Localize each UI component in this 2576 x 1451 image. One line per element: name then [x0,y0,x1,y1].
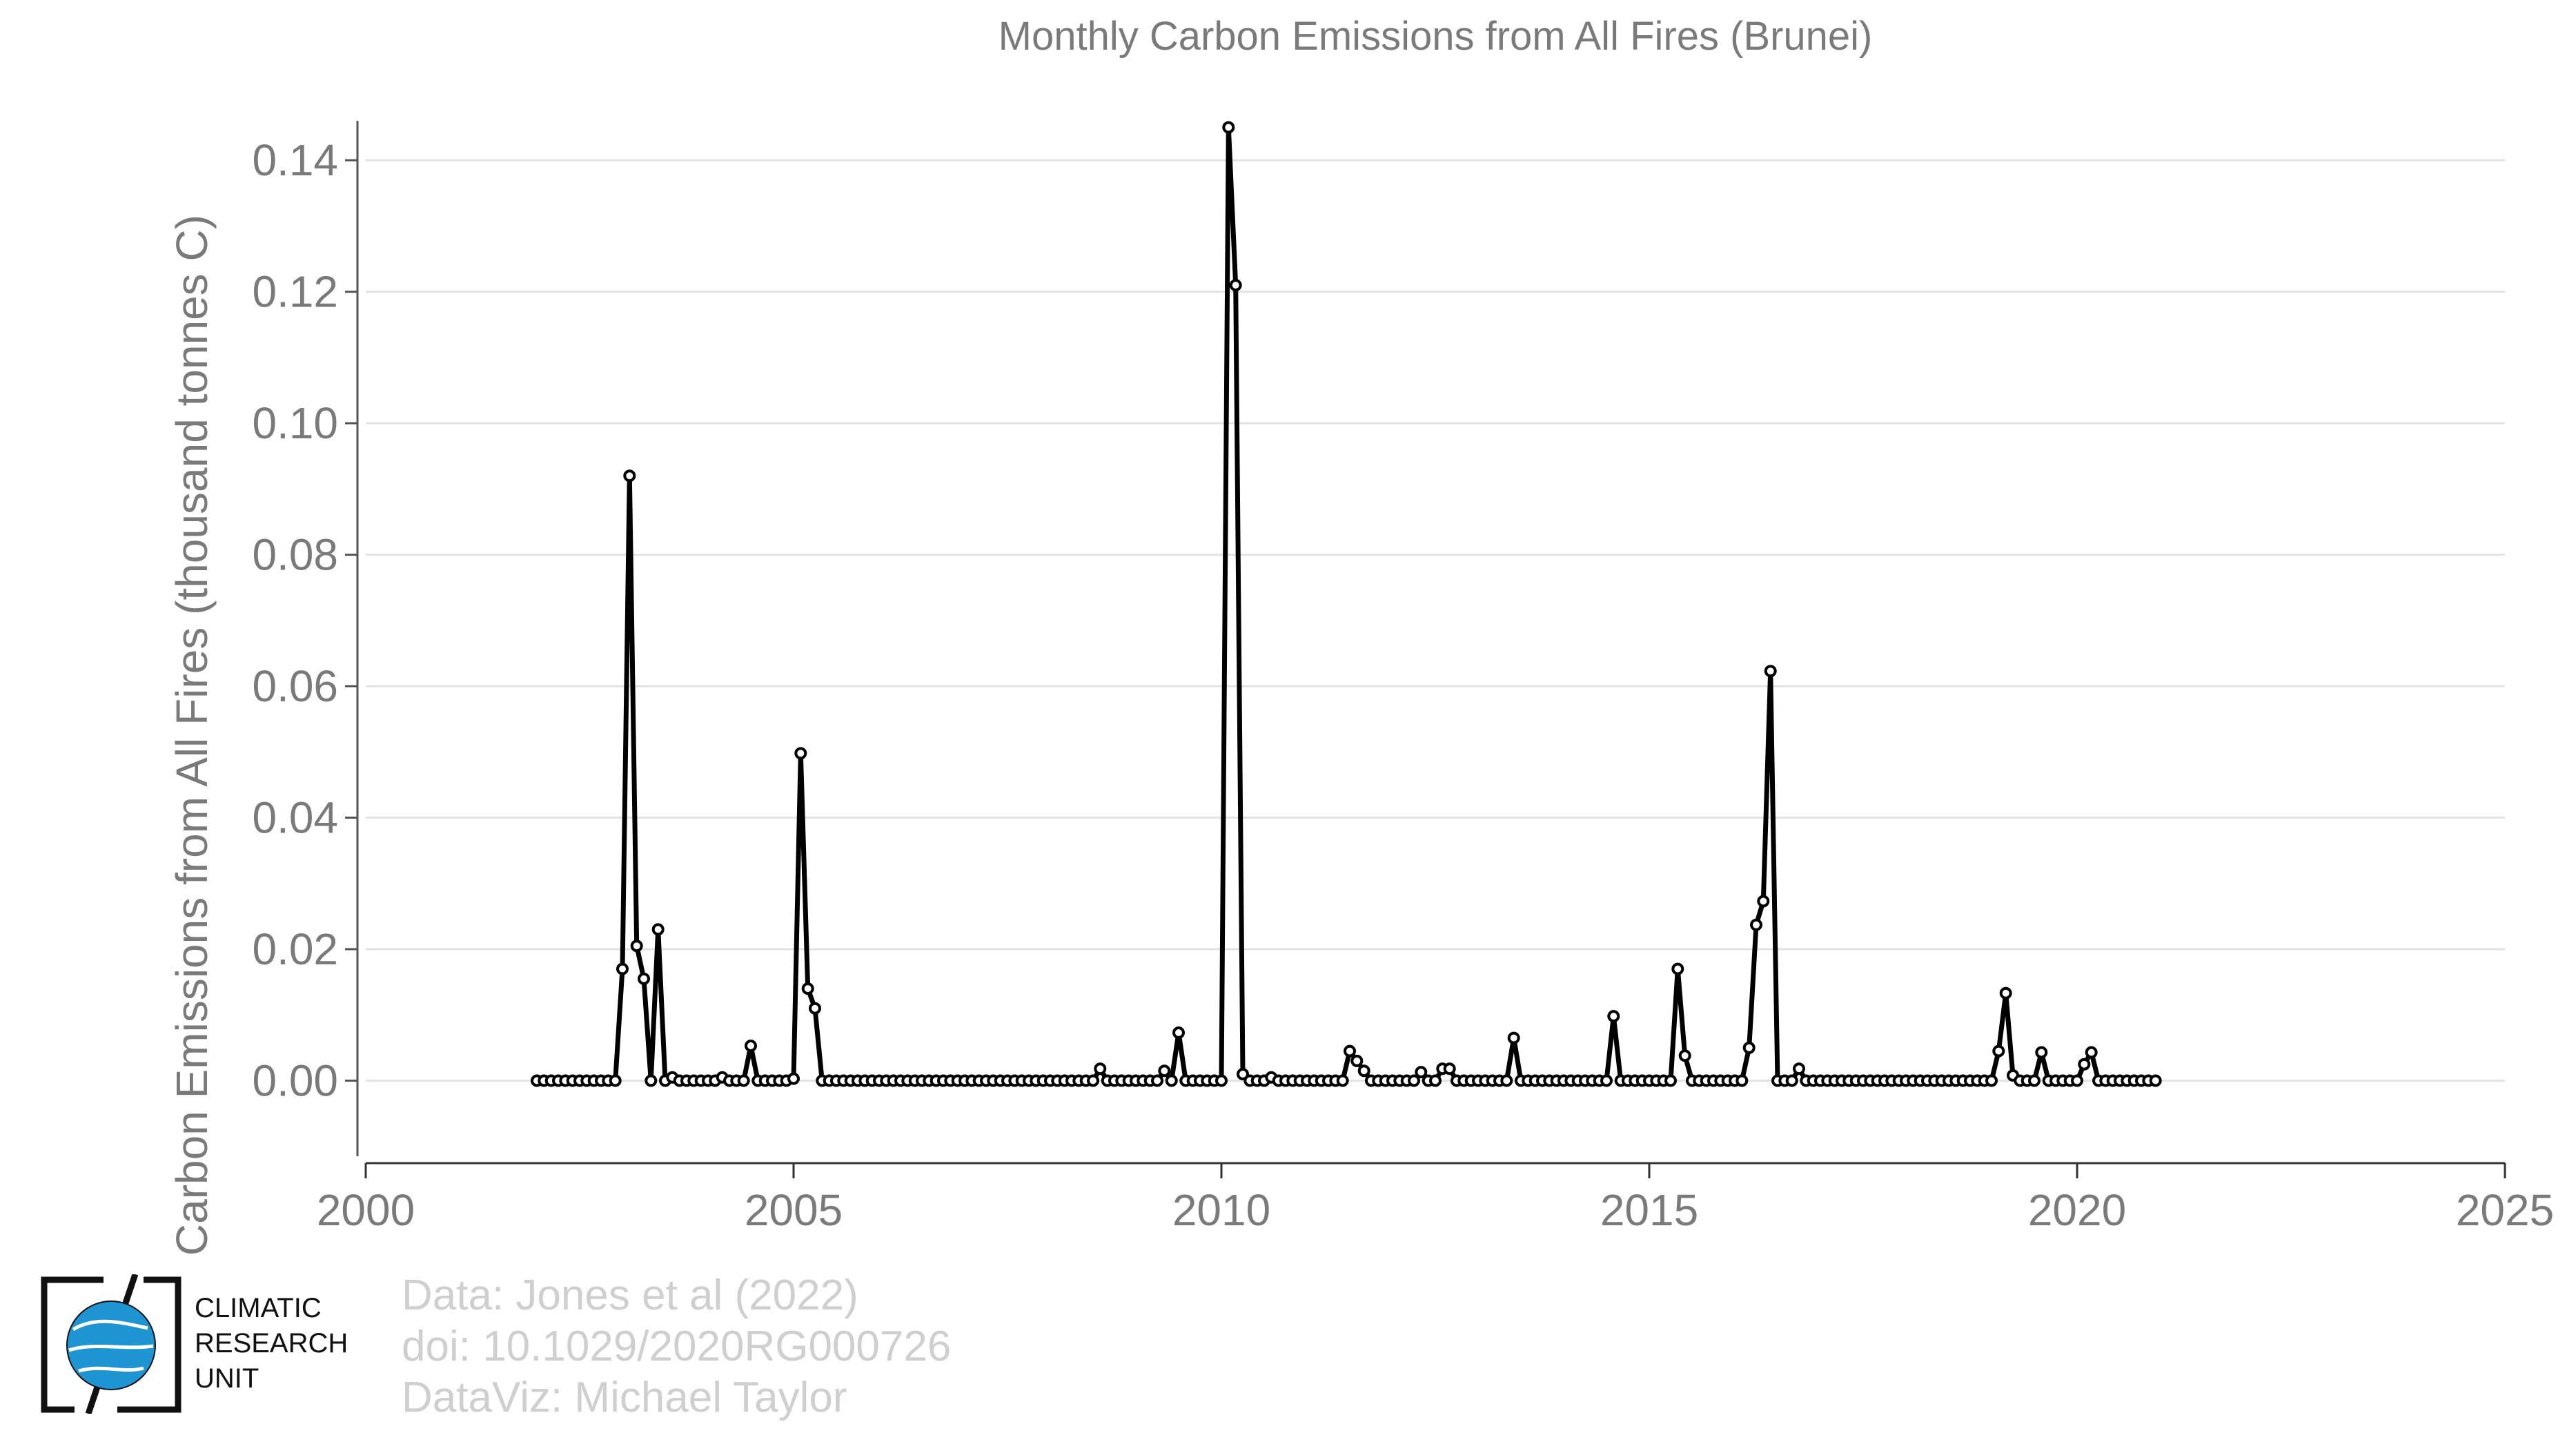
data-point [745,1040,757,1052]
x-axis: 2000 2005 2010 2015 2020 2025 [317,1162,2554,1235]
data-point [1742,1041,1756,1054]
data-point [787,1072,800,1085]
data-point [638,972,650,985]
cru-logo [40,1273,182,1415]
data-credits: Data: Jones et al (2022) doi: 10.1029/20… [402,1270,951,1423]
data-point [609,1074,622,1087]
data-point [630,939,643,953]
data-point [1172,1026,1185,1039]
data-point [1664,1074,1677,1087]
gridlines [366,159,2505,1082]
data-point [2028,1074,2041,1087]
data-point [2035,1046,2048,1059]
data-point [737,1074,750,1087]
data-point [1415,1066,1428,1079]
x-tick-label: 2015 [1600,1185,1698,1235]
data-point [623,469,636,483]
credit-doi: doi: 10.1029/2020RG000726 [402,1323,952,1370]
data-point [1151,1074,1163,1087]
x-tick-label: 2020 [2028,1185,2126,1235]
y-axis-ticks: 0.00 0.02 0.04 0.06 0.08 0.10 0.12 0.14 [252,121,359,1156]
data-point [1600,1074,1613,1087]
y-tick-label: 0.12 [252,267,338,317]
data-point [1500,1074,1513,1087]
data-point [801,982,814,995]
data-point [1750,918,1762,931]
data-point [1985,1074,1998,1087]
data-point [1429,1074,1442,1087]
data-point [1992,1044,2005,1058]
data-point [1336,1074,1349,1087]
data-point [1736,1074,1749,1087]
data-point [1757,895,1770,908]
x-tick-label: 2025 [2456,1185,2554,1235]
y-tick-label: 0.02 [252,924,338,974]
data-point [2149,1074,2162,1087]
data-point [1237,1068,1249,1080]
y-tick-label: 0.04 [252,793,338,843]
data-point [2078,1058,2091,1071]
data-point [1158,1064,1171,1078]
data-point [1087,1074,1099,1087]
data-point [1229,279,1242,292]
data-point [1344,1044,1356,1058]
y-axis-label: Carbon Emissions from All Fires (thousan… [167,215,217,1256]
data-point [1357,1064,1370,1078]
data-point [1785,1074,1798,1087]
data-point [1671,962,1684,975]
credit-data-source: Data: Jones et al (2022) [402,1272,858,1319]
data-point [1764,665,1777,678]
data-point [645,1074,658,1087]
data-point [1999,986,2012,1000]
data-point [1350,1054,1364,1067]
data-point [1607,1010,1620,1023]
data-point [1443,1062,1456,1075]
data-point [1215,1074,1228,1087]
credit-dataviz: DataViz: Michael Taylor [402,1374,847,1421]
data-point [1222,121,1235,134]
data-point [1793,1062,1805,1075]
logo-line-3: UNIT [195,1363,259,1394]
x-tick-label: 2005 [745,1185,843,1235]
y-tick-label: 0.08 [252,530,338,580]
data-point [809,1002,821,1015]
data-point [651,923,665,936]
data-point [1094,1062,1107,1075]
y-tick-label: 0.00 [252,1055,338,1105]
data-point [1165,1074,1178,1087]
data-point [794,747,807,760]
series-carbon-emissions [531,121,2162,1087]
data-point [2071,1074,2083,1087]
data-point [616,962,629,975]
y-tick-label: 0.06 [252,661,338,711]
data-point [1408,1074,1420,1087]
logo-line-1: CLIMATIC [195,1293,322,1323]
x-tick-label: 2010 [1172,1185,1270,1235]
y-tick-label: 0.14 [252,135,338,185]
y-tick-label: 0.10 [252,398,338,448]
x-tick-label: 2000 [317,1185,415,1235]
data-point [1507,1031,1520,1044]
data-point [1678,1049,1691,1062]
cru-logo-text: CLIMATIC RESEARCH UNIT [195,1291,348,1396]
logo-line-2: RESEARCH [195,1328,348,1359]
chart-title: Monthly Carbon Emissions from All Fires … [999,14,1873,59]
data-point [2085,1046,2098,1059]
series-line [537,125,2156,1083]
